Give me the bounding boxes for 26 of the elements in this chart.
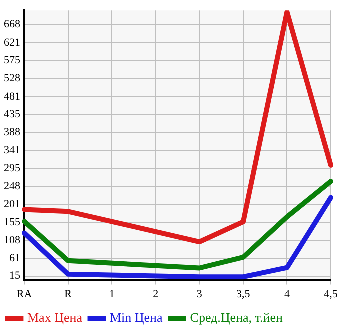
- y-tick-label: 621: [4, 36, 20, 49]
- y-tick-label: 435: [4, 108, 21, 120]
- y-tick-label: 61: [10, 252, 20, 265]
- x-tick-label: R: [64, 288, 73, 300]
- y-tick-label: 15: [10, 270, 21, 282]
- x-tick-label: 4,5: [324, 288, 338, 300]
- legend-label: Сред.Цена, т.йен: [190, 310, 283, 325]
- x-tick-label: 2: [153, 288, 159, 300]
- x-tick-label: 3,5: [236, 288, 251, 300]
- y-tick-label: 201: [4, 198, 20, 211]
- y-tick-label: 481: [4, 90, 20, 103]
- y-tick-label: 668: [4, 18, 21, 31]
- x-tick-label: 4: [284, 288, 290, 300]
- y-tick-label: 341: [4, 144, 20, 157]
- legend-label: Min Цена: [110, 310, 163, 325]
- y-tick-label: 295: [4, 162, 21, 174]
- x-tick-label: RA: [16, 288, 32, 300]
- y-tick-label: 575: [4, 54, 21, 67]
- x-tick-label: 1: [109, 288, 115, 300]
- legend-label: Max Цена: [28, 310, 83, 325]
- y-tick-label: 155: [4, 216, 21, 228]
- y-tick-label: 248: [4, 180, 21, 192]
- y-tick-label: 528: [4, 72, 21, 85]
- x-tick-label: 3: [196, 288, 203, 300]
- y-tick-label: 108: [4, 234, 21, 246]
- y-tick-label: 388: [4, 126, 21, 139]
